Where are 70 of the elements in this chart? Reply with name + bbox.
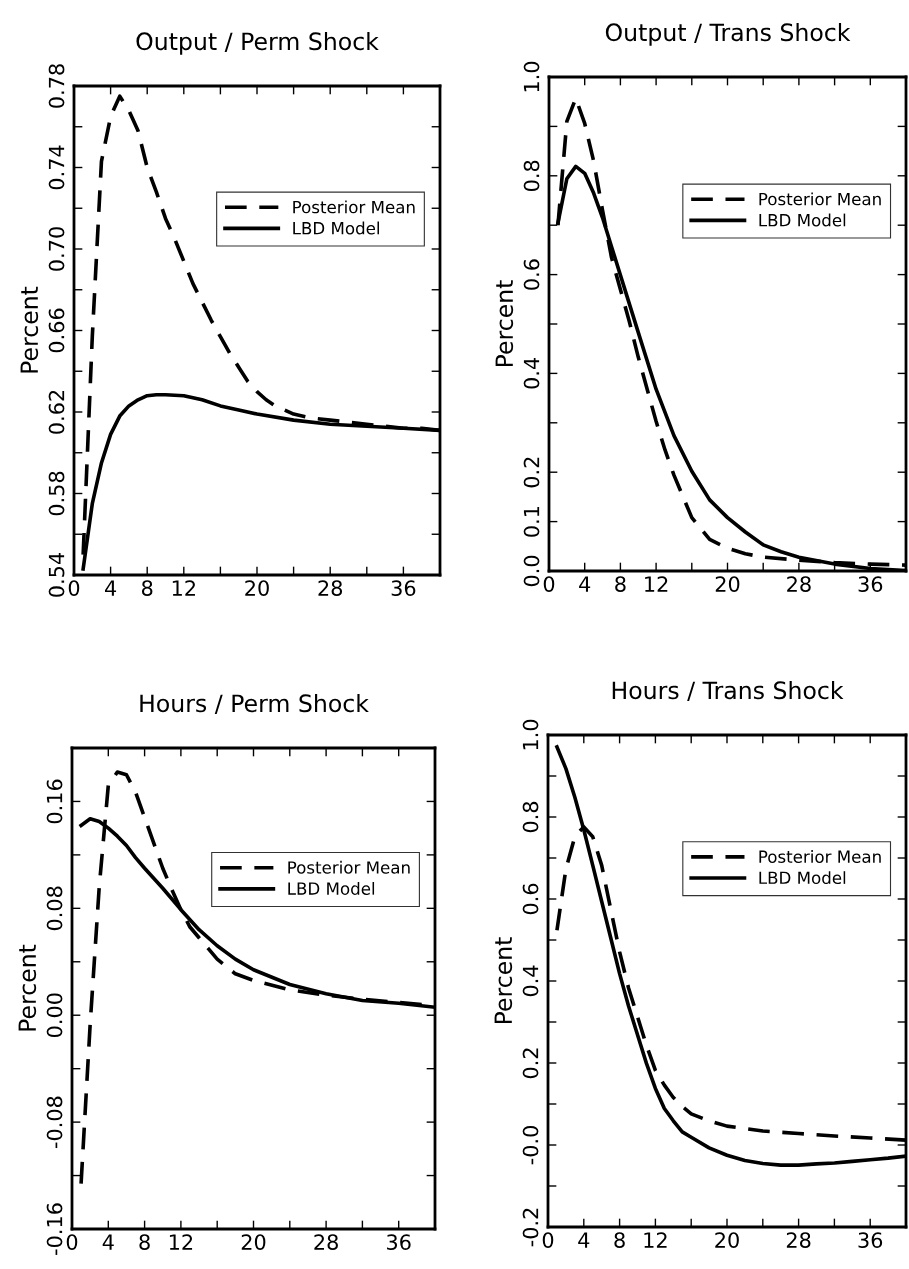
x-tick-label: 28 (786, 1232, 811, 1248)
chart-title: Output / Trans Shock (605, 22, 851, 46)
y-tick-label: 0.2 (523, 457, 540, 488)
y-tick-label: 1.0 (523, 61, 540, 92)
y-tick-label: -0.08 (46, 1096, 63, 1149)
x-tick-label: 20 (245, 580, 269, 596)
chart-title: Hours / Trans Shock (612, 680, 844, 702)
x-tick-label: 4 (102, 1234, 114, 1250)
x-tick-label: 0 (68, 580, 80, 596)
x-tick-label: 4 (579, 576, 591, 592)
x-tick-label: 20 (241, 1234, 266, 1250)
x-tick-label: 12 (172, 580, 195, 596)
chart-title: Output / Perm Shock (136, 31, 379, 55)
y-tick-label: 0.70 (48, 227, 65, 271)
y-tick-label: 0.8 (523, 160, 540, 191)
y-tick-label: 0.6 (523, 259, 540, 290)
y-tick-label: 0.2 (522, 1048, 539, 1079)
y-tick-label: 0.8 (522, 801, 539, 833)
legend-label: Posterior Mean (288, 860, 410, 874)
y-axis-title: Percent (494, 937, 513, 1024)
legend-label: Posterior Mean (759, 192, 881, 206)
y-tick-label: 0.0 (523, 555, 540, 587)
legend-label: LBD Model (759, 213, 846, 227)
x-tick-label: 8 (615, 576, 626, 592)
y-tick-label: 0.1 (523, 506, 540, 537)
x-tick-label: 28 (314, 1234, 338, 1250)
x-tick-label: 28 (787, 576, 811, 592)
y-tick-label: 0.78 (48, 64, 65, 108)
legend-label: Posterior Mean (759, 850, 881, 863)
x-tick-label: 4 (578, 1232, 590, 1248)
y-tick-label: 0.16 (46, 779, 63, 824)
y-axis-title: Percent (18, 944, 37, 1031)
x-tick-label: 36 (391, 580, 416, 596)
y-tick-label: -0.0 (522, 1126, 539, 1165)
x-tick-label: 12 (169, 1234, 193, 1250)
x-tick-label: 4 (104, 580, 117, 596)
y-tick-label: 0.4 (522, 965, 539, 997)
y-tick-label: 0.00 (46, 993, 63, 1038)
x-tick-label: 20 (715, 576, 740, 592)
legend-label: LBD Model (759, 871, 846, 885)
legend-label: LBD Model (288, 882, 375, 895)
y-tick-label: 1.0 (522, 719, 539, 750)
x-tick-label: 20 (715, 1232, 739, 1248)
y-tick-label: 0.62 (48, 390, 65, 434)
x-tick-label: 28 (318, 580, 343, 596)
y-tick-label: 0.08 (46, 886, 63, 931)
x-tick-label: 36 (858, 576, 883, 592)
x-tick-label: 8 (141, 580, 153, 596)
y-tick-label: 0.54 (48, 552, 65, 597)
x-tick-label: 12 (644, 1232, 667, 1248)
y-tick-label: 0.6 (522, 883, 539, 915)
y-axis-title: Percent (495, 280, 514, 367)
x-tick-label: 36 (858, 1232, 883, 1248)
y-tick-label: -0.2 (522, 1208, 539, 1247)
y-tick-label: 0.58 (48, 471, 65, 516)
legend-label: LBD Model (293, 221, 379, 235)
x-tick-label: 8 (139, 1234, 150, 1250)
y-tick-label: 0.66 (48, 308, 65, 353)
y-axis-title: Percent (20, 286, 39, 373)
chart-title: Hours / Perm Shock (140, 693, 369, 715)
x-tick-label: 8 (614, 1232, 625, 1248)
x-tick-label: 0 (542, 1232, 554, 1248)
y-tick-label: -0.16 (46, 1203, 63, 1255)
y-tick-label: 0.74 (48, 145, 65, 190)
x-tick-label: 0 (543, 576, 555, 592)
y-tick-label: 0.4 (523, 358, 540, 389)
x-tick-label: 0 (66, 1234, 78, 1250)
x-tick-label: 12 (645, 576, 668, 592)
legend-label: Posterior Mean (293, 200, 415, 214)
x-tick-label: 36 (387, 1234, 411, 1250)
